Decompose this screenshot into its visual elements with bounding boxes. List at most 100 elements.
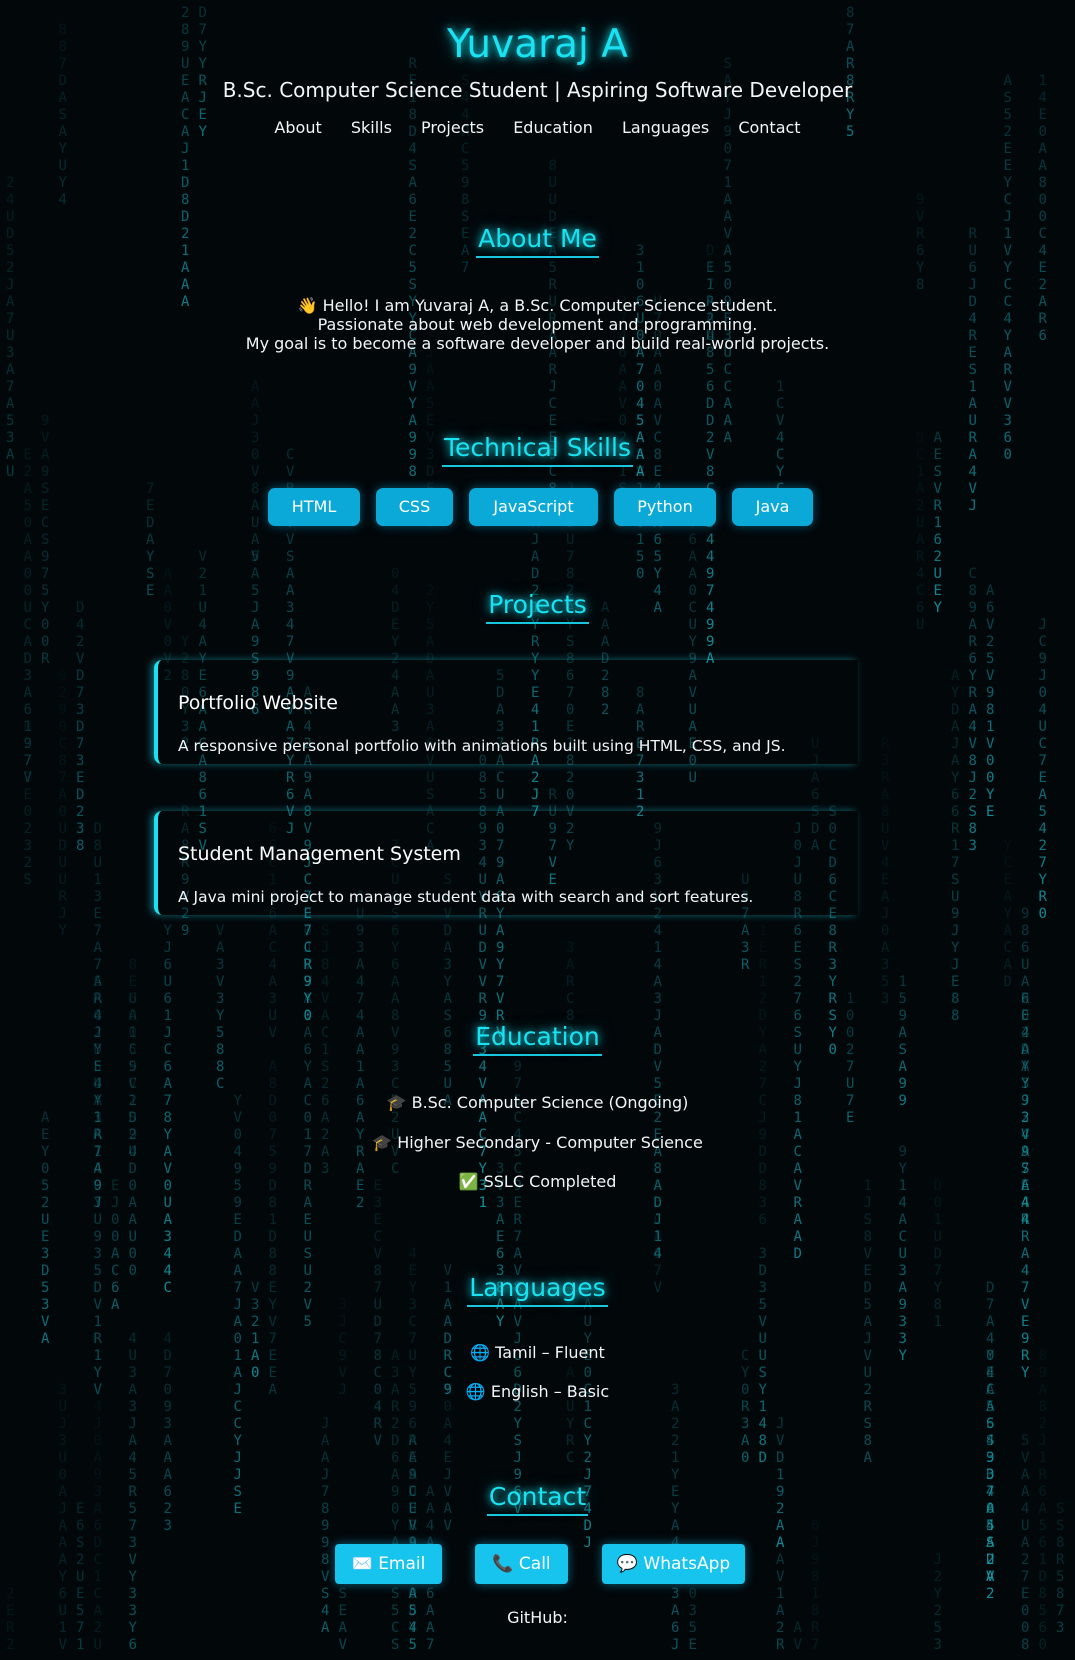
svg-text:D: D (76, 600, 84, 616)
svg-text:2: 2 (986, 1552, 994, 1568)
svg-text:5: 5 (636, 447, 644, 463)
skill-python[interactable]: Python (614, 488, 716, 526)
svg-text:A: A (391, 702, 400, 718)
svg-text:S: S (829, 1008, 837, 1024)
svg-text:9: 9 (129, 1059, 137, 1075)
svg-text:A: A (304, 787, 313, 803)
svg-text:5: 5 (496, 668, 504, 684)
svg-text:4: 4 (619, 328, 627, 344)
email-button[interactable]: ✉️ Email (335, 1544, 442, 1584)
svg-text:3: 3 (181, 719, 189, 735)
svg-text:7: 7 (741, 906, 749, 922)
svg-text:Y: Y (916, 260, 925, 276)
project-description: A Java mini project to manage student da… (178, 888, 754, 906)
svg-text:8: 8 (1056, 1535, 1064, 1551)
svg-text:1: 1 (76, 1637, 84, 1653)
svg-text:1: 1 (636, 260, 644, 276)
svg-text:V: V (409, 379, 418, 395)
svg-text:8: 8 (269, 1263, 277, 1279)
svg-text:Y: Y (286, 753, 295, 769)
svg-text:4: 4 (234, 1144, 242, 1160)
svg-text:E: E (461, 226, 469, 242)
github-link[interactable]: GitHub: (507, 1608, 568, 1627)
svg-text:3: 3 (496, 719, 504, 735)
svg-text:C: C (584, 1382, 592, 1398)
svg-text:4: 4 (654, 1246, 662, 1262)
svg-text:8: 8 (59, 39, 67, 55)
call-button[interactable]: 📞 Call (475, 1544, 568, 1584)
svg-text:Y: Y (584, 1433, 593, 1449)
svg-text:A: A (426, 634, 435, 650)
svg-text:3: 3 (409, 1297, 417, 1313)
svg-text:6: 6 (1039, 328, 1047, 344)
svg-text:1: 1 (269, 872, 277, 888)
svg-text:Y: Y (59, 141, 68, 157)
svg-text:8: 8 (129, 957, 137, 973)
svg-text:2: 2 (706, 430, 714, 446)
svg-text:9: 9 (724, 124, 732, 140)
svg-text:R: R (304, 1178, 313, 1194)
svg-text:3: 3 (426, 447, 434, 463)
svg-text:V: V (199, 838, 208, 854)
svg-text:V: V (1004, 396, 1013, 412)
svg-text:Y: Y (531, 668, 540, 684)
nav-languages[interactable]: Languages (621, 118, 710, 137)
svg-text:A: A (24, 481, 33, 497)
svg-text:C: C (479, 1127, 487, 1143)
svg-text:7: 7 (846, 1059, 854, 1075)
svg-text:C: C (724, 379, 732, 395)
svg-text:Y: Y (496, 1314, 505, 1330)
svg-text:V: V (164, 1161, 173, 1177)
svg-text:A: A (706, 328, 715, 344)
nav-contact[interactable]: Contact (738, 118, 801, 137)
svg-text:3: 3 (391, 719, 399, 735)
svg-text:E: E (934, 447, 942, 463)
svg-text:9: 9 (409, 362, 417, 378)
svg-text:2: 2 (6, 1637, 14, 1653)
nav-projects[interactable]: Projects (421, 118, 485, 137)
nav-skills[interactable]: Skills (350, 118, 392, 137)
svg-text:5: 5 (706, 362, 714, 378)
svg-text:3: 3 (129, 1535, 137, 1551)
skill-css[interactable]: CSS (376, 488, 453, 526)
svg-text:A: A (636, 345, 645, 361)
svg-text:A: A (881, 787, 890, 803)
svg-text:0: 0 (304, 923, 312, 939)
svg-text:3: 3 (724, 328, 732, 344)
svg-text:7: 7 (426, 328, 434, 344)
svg-text:7: 7 (94, 923, 102, 939)
skill-html[interactable]: HTML (268, 488, 360, 526)
svg-text:1: 1 (951, 838, 959, 854)
svg-text:A: A (409, 1586, 418, 1602)
svg-text:A: A (94, 1450, 103, 1466)
skill-javascript[interactable]: JavaScript (469, 488, 598, 526)
svg-text:A: A (619, 379, 628, 395)
svg-text:8: 8 (514, 1280, 522, 1296)
svg-text:R: R (741, 957, 750, 973)
nav-education[interactable]: Education (513, 118, 593, 137)
svg-text:A: A (654, 1025, 663, 1041)
svg-text:5: 5 (24, 498, 32, 514)
nav-about[interactable]: About (274, 118, 322, 137)
skill-java[interactable]: Java (732, 488, 813, 526)
svg-text:A: A (776, 1535, 785, 1551)
svg-text:V: V (444, 1484, 453, 1500)
svg-text:Y: Y (496, 957, 505, 973)
svg-text:7: 7 (654, 1263, 662, 1279)
svg-text:R: R (531, 736, 540, 752)
svg-text:5: 5 (304, 1314, 312, 1330)
svg-text:C: C (409, 328, 417, 344)
svg-text:J: J (286, 821, 294, 837)
svg-text:4: 4 (969, 311, 977, 327)
svg-text:8: 8 (881, 804, 889, 820)
svg-text:7: 7 (6, 379, 14, 395)
svg-text:4: 4 (479, 855, 487, 871)
whatsapp-button[interactable]: 💬 WhatsApp (602, 1544, 745, 1584)
svg-text:1: 1 (94, 872, 102, 888)
svg-text:2: 2 (671, 1416, 679, 1432)
svg-text:V: V (391, 1025, 400, 1041)
svg-text:Y: Y (181, 634, 190, 650)
svg-text:3: 3 (24, 838, 32, 854)
svg-text:Y: Y (41, 600, 50, 616)
svg-text:3: 3 (636, 243, 644, 259)
